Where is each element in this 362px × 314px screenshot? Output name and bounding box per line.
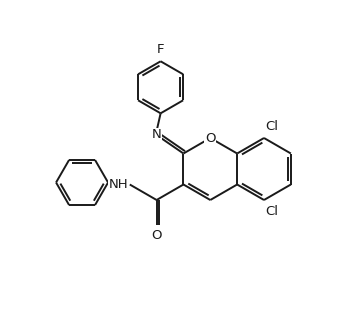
- Text: N: N: [152, 128, 161, 142]
- Text: F: F: [157, 43, 164, 56]
- Text: O: O: [205, 132, 215, 144]
- Text: NH: NH: [109, 178, 129, 191]
- Text: Cl: Cl: [265, 120, 278, 133]
- Text: Cl: Cl: [265, 205, 278, 218]
- Text: O: O: [151, 230, 162, 242]
